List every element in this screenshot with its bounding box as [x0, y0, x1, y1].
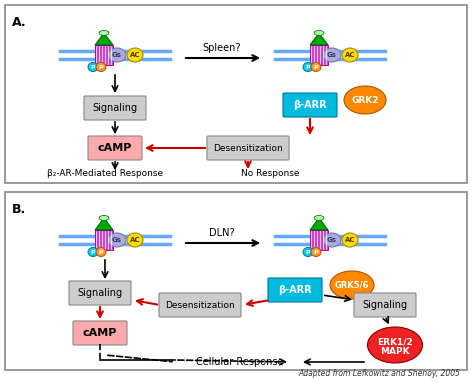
- Text: β-ARR: β-ARR: [293, 100, 327, 110]
- Text: Spleen?: Spleen?: [203, 43, 241, 53]
- Text: β₂-AR-Mediated Response: β₂-AR-Mediated Response: [47, 169, 163, 178]
- Text: Gs: Gs: [327, 237, 337, 243]
- Ellipse shape: [311, 248, 321, 256]
- Text: GRK2: GRK2: [351, 96, 379, 105]
- Ellipse shape: [303, 63, 313, 71]
- Ellipse shape: [99, 31, 109, 36]
- FancyBboxPatch shape: [84, 96, 146, 120]
- Text: β-ARR: β-ARR: [278, 285, 312, 295]
- Ellipse shape: [88, 248, 98, 256]
- Ellipse shape: [96, 248, 106, 256]
- Text: ERK1/2: ERK1/2: [377, 338, 413, 346]
- Ellipse shape: [303, 248, 313, 256]
- Ellipse shape: [108, 233, 126, 247]
- Ellipse shape: [314, 31, 324, 36]
- Ellipse shape: [342, 48, 358, 62]
- Bar: [5, 5, 467, 183]
- Text: AC: AC: [345, 52, 355, 58]
- Ellipse shape: [127, 48, 143, 62]
- FancyBboxPatch shape: [283, 93, 337, 117]
- Text: GRK5/6: GRK5/6: [335, 280, 369, 290]
- Text: Gs: Gs: [112, 237, 122, 243]
- Ellipse shape: [367, 327, 422, 363]
- Ellipse shape: [314, 215, 324, 220]
- Text: P: P: [91, 249, 95, 254]
- Ellipse shape: [108, 48, 126, 62]
- Ellipse shape: [323, 233, 341, 247]
- Bar: [95, 230, 113, 250]
- Text: Desensitization: Desensitization: [213, 144, 283, 152]
- Ellipse shape: [344, 86, 386, 114]
- FancyBboxPatch shape: [69, 281, 131, 305]
- FancyBboxPatch shape: [73, 321, 127, 345]
- Bar: [5, 192, 467, 370]
- Text: AC: AC: [130, 237, 140, 243]
- Text: AC: AC: [345, 237, 355, 243]
- Ellipse shape: [127, 233, 143, 247]
- Text: cAMP: cAMP: [83, 328, 117, 338]
- Text: Cellular Response: Cellular Response: [196, 357, 284, 367]
- Ellipse shape: [323, 48, 341, 62]
- Text: Signaling: Signaling: [363, 300, 408, 310]
- Text: P: P: [306, 249, 310, 254]
- Text: No Response: No Response: [241, 169, 299, 178]
- Text: AC: AC: [130, 52, 140, 58]
- Text: DLN?: DLN?: [209, 228, 235, 238]
- Text: P: P: [91, 65, 95, 70]
- Text: A.: A.: [12, 16, 27, 29]
- Text: P: P: [99, 65, 103, 70]
- Ellipse shape: [342, 233, 358, 247]
- Text: B.: B.: [12, 203, 26, 216]
- Text: P: P: [306, 65, 310, 70]
- Polygon shape: [310, 33, 328, 45]
- Bar: [95, 45, 113, 65]
- Ellipse shape: [311, 63, 321, 71]
- Ellipse shape: [99, 215, 109, 220]
- Text: Adapted from Lefkowitz and Shenoy, 2005: Adapted from Lefkowitz and Shenoy, 2005: [298, 369, 460, 378]
- FancyBboxPatch shape: [354, 293, 416, 317]
- Text: Signaling: Signaling: [92, 103, 137, 113]
- Text: P: P: [314, 249, 319, 254]
- FancyBboxPatch shape: [159, 293, 241, 317]
- Text: Signaling: Signaling: [77, 288, 123, 298]
- Text: Gs: Gs: [112, 52, 122, 58]
- Text: Desensitization: Desensitization: [165, 301, 235, 309]
- Text: cAMP: cAMP: [98, 143, 132, 153]
- Polygon shape: [310, 218, 328, 230]
- FancyBboxPatch shape: [207, 136, 289, 160]
- FancyBboxPatch shape: [88, 136, 142, 160]
- Text: P: P: [99, 249, 103, 254]
- Text: MAPK: MAPK: [380, 348, 410, 356]
- Ellipse shape: [88, 63, 98, 71]
- Polygon shape: [95, 218, 113, 230]
- Bar: [310, 45, 328, 65]
- Bar: [310, 230, 328, 250]
- Text: P: P: [314, 65, 319, 70]
- Text: Gs: Gs: [327, 52, 337, 58]
- Ellipse shape: [330, 271, 374, 299]
- FancyBboxPatch shape: [268, 278, 322, 302]
- Polygon shape: [95, 33, 113, 45]
- Ellipse shape: [96, 63, 106, 71]
